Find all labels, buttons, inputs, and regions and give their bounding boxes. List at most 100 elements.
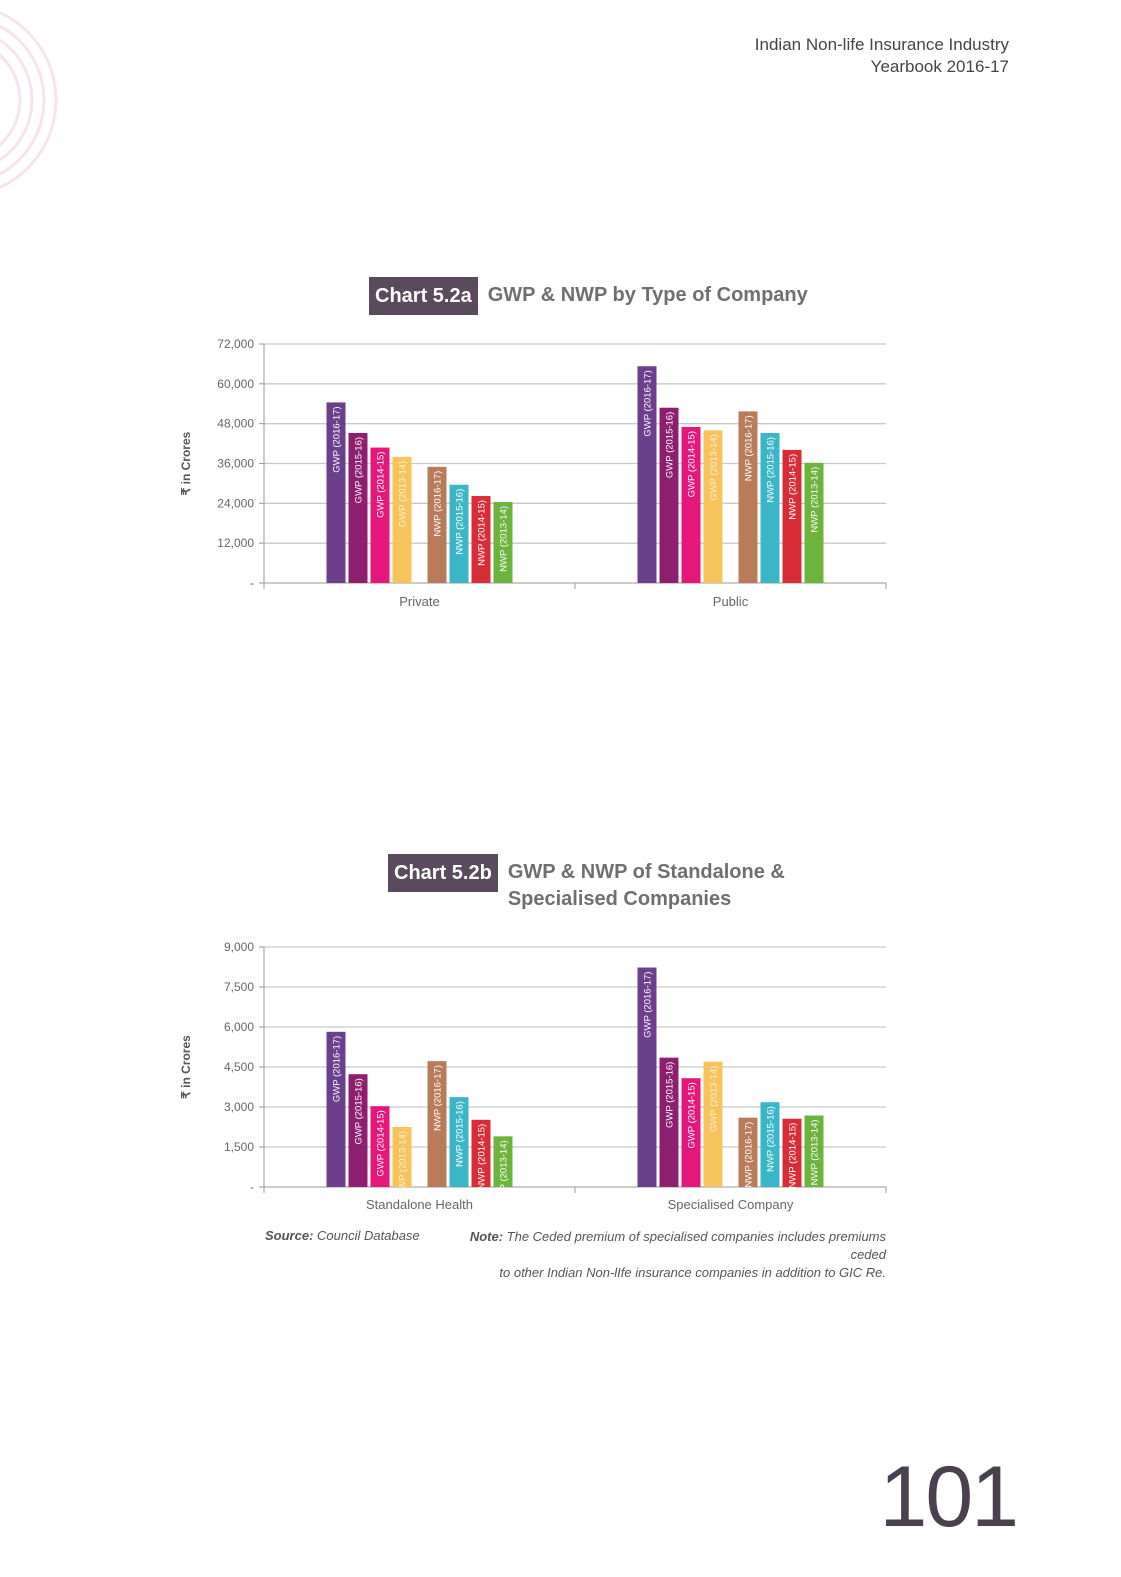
bar [392,1127,412,1187]
page-header: Indian Non-life Insurance Industry Yearb… [755,34,1009,78]
y-tick-label: 3,000 [224,1100,254,1114]
bar [392,456,412,583]
bar [427,466,447,583]
source-note: Source: Council Database [265,1228,420,1243]
bar-label: GWP (2015-16) [665,412,676,478]
y-tick-label: 9,000 [224,940,254,954]
bar-label: GWP (2014-15) [376,452,387,518]
bar-label: GWP (2013-14) [709,1066,720,1132]
bar [703,430,723,583]
bar [659,407,679,583]
note-line-1: The Ceded premium of specialised compani… [506,1229,886,1262]
bar-label: NWP (2013-14) [499,1140,510,1206]
bar-label: GWP (2016-17) [643,972,654,1038]
chart-note: Note: The Ceded premium of specialised c… [442,1228,886,1282]
y-axis-title: ₹ in Crores [179,1035,193,1099]
bar [449,484,469,583]
chart-a-badge: Chart 5.2a [369,277,478,315]
bar-label: GWP (2013-14) [709,434,720,500]
bar-label: GWP (2014-15) [376,1110,387,1176]
y-tick-label: - [250,576,254,590]
header-line-1: Indian Non-life Insurance Industry [754,35,1009,54]
y-tick-label: 72,000 [217,337,254,351]
page-number: 101 [879,1449,1019,1545]
bar [782,449,802,583]
chart-b-title-line-1: GWP & NWP of Standalone & [507,861,785,883]
bar-label: NWP (2015-16) [455,1101,466,1167]
chart-a: - 12,000 24,000 36,000 48,000 60,000 72,000 ₹ i… [179,337,887,609]
bar-label: GWP (2016-17) [332,406,343,472]
chart-b-title-text: GWP & NWP of Standalone & Specialised Co… [508,854,785,913]
note-line-2: to other Indian Non-lIfe insurance compa… [499,1265,886,1280]
decorative-arcs [0,11,58,189]
category-label: Specialised Company [668,1197,794,1212]
bar-label: NWP (2016-17) [433,1065,444,1131]
bar-label: NWP (2013-14) [810,467,821,533]
bar-label: GWP (2016-17) [643,370,654,436]
bar [681,1078,701,1187]
bar-label: NWP (2014-15) [788,1123,799,1189]
bar-label: NWP (2016-17) [433,471,444,537]
bar [370,447,390,583]
chart-b-title: Chart 5.2b GWP & NWP of Standalone & Spe… [388,854,785,913]
bar-label: GWP (2014-15) [687,1082,698,1148]
y-tick-label: 48,000 [217,417,254,431]
y-tick-label: - [250,1180,254,1194]
bar-label: NWP (2016-17) [744,1122,755,1188]
y-tick-label: 6,000 [224,1020,254,1034]
y-tick-label: 4,500 [224,1060,254,1074]
bar-label: GWP (2013-14) [398,461,409,527]
bar-label: NWP (2013-14) [499,506,510,572]
y-tick-label: 60,000 [217,377,254,391]
bar-label: NWP (2015-16) [455,489,466,555]
bar-label: GWP (2014-15) [687,431,698,497]
bar [637,366,657,583]
y-tick-label: 1,500 [224,1140,254,1154]
bar [681,426,701,583]
bar [782,1118,802,1187]
bar [471,496,491,583]
bar-label: NWP (2014-15) [477,500,488,566]
bar-label: GWP (2013-14) [398,1131,409,1197]
source-text: Council Database [317,1228,420,1243]
bar-label: NWP (2014-15) [788,454,799,520]
chart-a-title: Chart 5.2a GWP & NWP by Type of Company [369,277,808,315]
chart-b-title-line-2: Specialised Companies [507,888,732,910]
bar [703,1061,723,1187]
bar-label: GWP (2015-16) [354,1078,365,1144]
bar [326,402,346,583]
y-tick-label: 36,000 [217,457,254,471]
bar-label: GWP (2015-16) [665,1062,676,1128]
bar [427,1061,447,1187]
bar [348,1074,368,1187]
y-tick-label: 7,500 [224,980,254,994]
category-label: Standalone Health [366,1197,473,1212]
bar-label: NWP (2013-14) [810,1120,821,1186]
bar-label: GWP (2016-17) [332,1036,343,1102]
chart-b: - 1,500 3,000 4,500 6,000 7,500 9,000 ₹ in Cror… [179,940,887,1212]
bar [804,1115,824,1187]
bar [804,462,824,583]
note-label: Note: [469,1229,504,1244]
header-line-2: Yearbook 2016-17 [870,57,1009,76]
bar [370,1106,390,1187]
bar-label: NWP (2015-16) [766,437,777,503]
bar [738,1117,758,1187]
chart-b-badge: Chart 5.2b [388,854,498,892]
y-tick-label: 24,000 [217,496,254,510]
bar-label: NWP (2015-16) [766,1106,777,1172]
bar [471,1119,491,1187]
bar [493,502,513,583]
category-label: Private [399,594,439,609]
bar-label: NWP (2014-15) [477,1124,488,1190]
category-label: Public [713,594,749,609]
bar [760,1102,780,1187]
chart-a-title-text: GWP & NWP by Type of Company [487,284,808,306]
source-label: Source: [265,1228,314,1243]
bar [760,432,780,583]
bar-label: NWP (2016-17) [744,415,755,481]
bar [637,967,657,1187]
y-axis-title: ₹ in Crores [179,431,193,495]
bar [493,1136,513,1187]
bar [659,1057,679,1187]
